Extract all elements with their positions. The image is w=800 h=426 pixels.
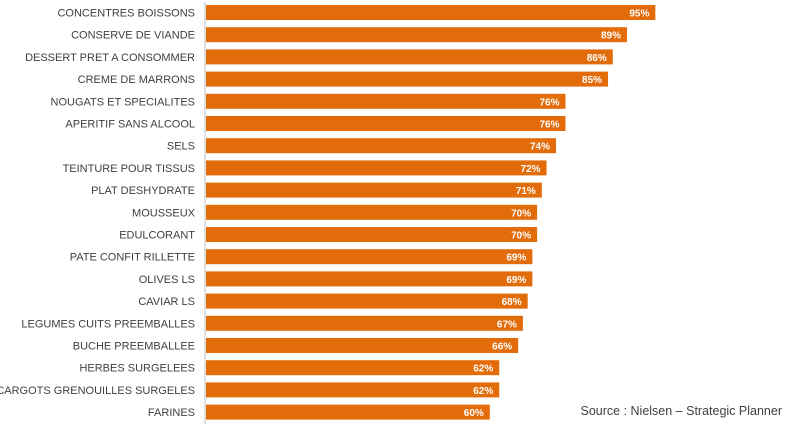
value-label: 70% — [511, 231, 531, 242]
category-label: NOUGATS ET SPECIALITES — [51, 96, 195, 108]
category-label: CREME DE MARRONS — [78, 74, 195, 86]
source-note: Source : Nielsen – Strategic Planner — [580, 404, 783, 418]
category-label: OLIVES LS — [139, 274, 195, 286]
value-label: 72% — [521, 164, 541, 175]
value-label: 60% — [464, 408, 484, 419]
value-label: 89% — [601, 31, 621, 42]
bar — [206, 93, 566, 109]
value-label: 74% — [530, 142, 550, 153]
bar — [206, 182, 542, 198]
value-label: 95% — [629, 9, 649, 20]
category-label: SELS — [167, 141, 195, 153]
category-label: CONSERVE DE VIANDE — [71, 30, 195, 42]
value-label: 70% — [511, 208, 531, 219]
value-label: 67% — [497, 319, 517, 330]
bar — [206, 404, 490, 420]
bar — [206, 138, 557, 154]
category-label: EDULCORANT — [119, 230, 195, 242]
bar — [206, 271, 533, 287]
bar — [206, 49, 613, 65]
value-label: 62% — [473, 386, 493, 397]
value-label: 85% — [582, 75, 602, 86]
value-label: 69% — [506, 275, 526, 286]
category-label: CONCENTRES BOISSONS — [57, 8, 195, 20]
category-label: ESCARGOTS GRENOUILLES SURGELES — [0, 385, 195, 397]
category-label: LEGUMES CUITS PREEMBALLES — [21, 318, 195, 330]
bar — [206, 315, 523, 331]
bar — [206, 160, 547, 176]
bar — [206, 338, 519, 353]
category-label: DESSERT PRET A CONSOMMER — [25, 52, 195, 64]
category-label: CAVIAR LS — [138, 296, 195, 308]
value-label: 76% — [539, 97, 559, 108]
bar — [206, 227, 538, 242]
bar — [206, 116, 566, 131]
bar — [206, 5, 656, 20]
bar — [206, 293, 528, 309]
bar — [206, 249, 533, 265]
value-label: 62% — [473, 364, 493, 375]
category-label: FARINES — [148, 407, 195, 419]
category-label: HERBES SURGELEES — [79, 363, 195, 375]
category-label: TEINTURE POUR TISSUS — [63, 163, 195, 175]
bar — [206, 382, 500, 398]
value-label: 68% — [502, 297, 522, 308]
value-label: 76% — [539, 120, 559, 131]
bar — [206, 71, 609, 87]
value-label: 66% — [492, 342, 512, 353]
value-label: 71% — [516, 186, 536, 197]
value-label: 69% — [506, 253, 526, 264]
bar — [206, 27, 627, 43]
category-label: APERITIF SANS ALCOOL — [65, 119, 195, 131]
category-label: PATE CONFIT RILLETTE — [70, 252, 195, 264]
bar — [206, 204, 538, 220]
category-label: MOUSSEUX — [132, 207, 196, 219]
category-label: BUCHE PREEMBALLEE — [73, 341, 195, 353]
value-label: 86% — [587, 53, 607, 64]
bar — [206, 360, 500, 376]
category-label: PLAT DESHYDRATE — [91, 185, 195, 197]
